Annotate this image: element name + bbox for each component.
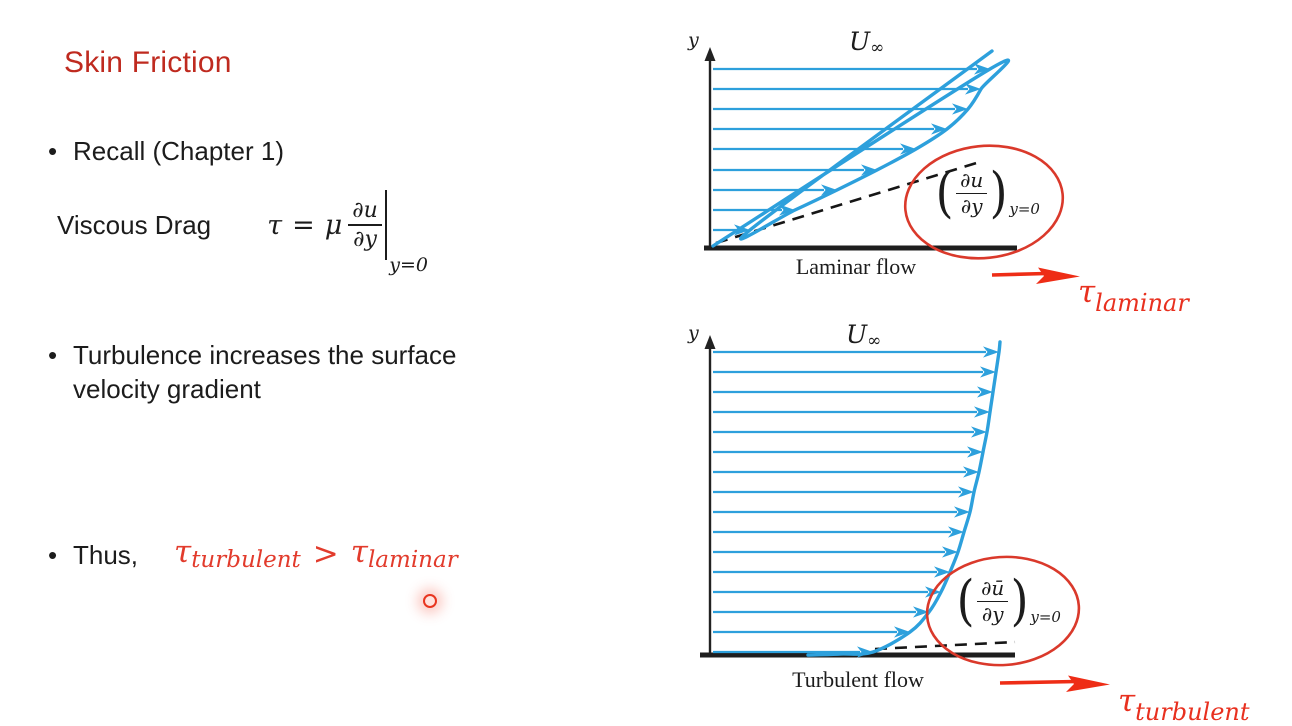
recall-text: Recall (Chapter 1) [73, 136, 284, 166]
gradient-fraction: ∂ū ∂y [977, 576, 1009, 626]
turbulent-subscript: turbulent [191, 547, 301, 573]
gradient-fraction: ∂u ∂y [956, 168, 988, 218]
laminar-gradient-annotation: ( ∂u ∂y ) y=0 [934, 166, 1040, 220]
right-paren: ) [1010, 569, 1029, 632]
mu-symbol: μ [324, 209, 343, 241]
at-wall-subscript: y=0 [1009, 200, 1040, 218]
flow-velocity-arrowhead [965, 83, 981, 95]
flow-velocity-arrowhead [967, 446, 983, 458]
tau-symbol: τ [1118, 683, 1136, 719]
velocity-gradient-fraction: ∂u ∂y [348, 198, 382, 253]
left-paren: ( [935, 161, 954, 224]
turbulent-flow-diagram [700, 335, 1110, 692]
bullet-thus: • Thus, τ turbulent > τ laminar [48, 534, 458, 573]
bullet-recall: • Recall (Chapter 1) [48, 134, 284, 168]
flow-velocity-arrowhead [952, 103, 968, 115]
turbulence-text: Turbulence increases the surface velocit… [73, 338, 456, 406]
turbulent-y-axis-label: y [688, 322, 699, 344]
equals-sign: = [292, 209, 315, 241]
laser-pointer-dot [423, 594, 437, 608]
flow-velocity-arrowhead [779, 204, 795, 216]
flow-velocity-arrowhead [900, 143, 916, 155]
y-axis-arrowhead [704, 47, 716, 61]
turbulent-subscript: turbulent [1135, 698, 1250, 726]
velocity-profile-curve [711, 49, 1011, 248]
laminar-caption: Laminar flow [795, 254, 917, 279]
flow-velocity-arrowhead [958, 486, 974, 498]
laminar-subscript: laminar [1095, 289, 1189, 317]
gradient-annotation-ellipse [925, 555, 1081, 667]
shear-stress-arrowhead [1036, 267, 1080, 284]
tau-laminar-symbol: τ [350, 534, 368, 570]
turbulence-line2: velocity gradient [73, 374, 261, 404]
turbulent-freestream-label: U∞ [846, 320, 882, 351]
gradient-annotation-ellipse [903, 144, 1065, 260]
turbulent-caption: Turbulent flow [792, 667, 924, 692]
tau-inequality: τ turbulent > τ laminar [174, 534, 458, 573]
U-symbol: U [846, 320, 868, 349]
viscous-drag-label: Viscous Drag [57, 209, 212, 240]
evaluation-bar [384, 190, 388, 260]
turbulence-line1: Turbulence increases the surface [73, 340, 457, 370]
bullet-marker: • [48, 340, 58, 370]
right-paren: ) [989, 161, 1008, 224]
shear-stress-arrowhead [1066, 675, 1110, 692]
flow-velocity-arrowhead [980, 366, 996, 378]
fraction-denominator: ∂y [981, 601, 1004, 626]
fraction-denominator: ∂y [960, 193, 983, 218]
flow-velocity-arrowhead [971, 426, 987, 438]
tau-turbulent-symbol: τ [174, 534, 192, 570]
flow-velocity-arrowhead [894, 626, 910, 638]
bullet-marker: • [48, 540, 58, 570]
U-symbol: U [849, 27, 871, 56]
infinity-subscript: ∞ [867, 331, 882, 351]
tau-turbulent-label: τ turbulent [1118, 683, 1250, 725]
viscous-drag-equation: Viscous Drag τ = μ ∂u ∂y y=0 [57, 180, 428, 276]
y-axis-arrowhead [704, 335, 716, 349]
tau-symbol: τ [267, 209, 283, 241]
tangent-dashed-line [874, 640, 1016, 651]
evaluated-at-wall-subscript: y=0 [389, 254, 428, 276]
flow-velocity-arrowhead [983, 346, 999, 358]
flow-velocity-arrowhead [954, 506, 970, 518]
flow-velocity-arrowhead [974, 406, 990, 418]
shear-stress-formula: τ = μ ∂u ∂y y=0 [267, 190, 428, 276]
shear-stress-arrow-shaft [991, 271, 1047, 277]
at-wall-subscript: y=0 [1030, 608, 1061, 626]
infinity-subscript: ∞ [870, 38, 885, 58]
laminar-y-axis-label: y [688, 29, 699, 51]
flow-velocity-arrowhead [974, 63, 990, 75]
fraction-numerator: ∂u [348, 198, 382, 226]
velocity-profile-curve [806, 340, 1002, 657]
tau-symbol: τ [1078, 274, 1096, 310]
flow-velocity-arrowhead [977, 386, 993, 398]
fraction-denominator: ∂y [353, 227, 377, 252]
flow-velocity-arrowhead [861, 164, 877, 176]
slide-title: Skin Friction [64, 46, 232, 79]
flow-velocity-arrowhead [948, 526, 964, 538]
bullet-marker: • [48, 136, 58, 166]
bullet-turbulence: • Turbulence increases the surface veloc… [48, 338, 456, 406]
flow-velocity-arrowhead [931, 123, 947, 135]
fraction-numerator: ∂u [956, 168, 988, 194]
flow-velocity-arrowhead [934, 566, 950, 578]
flow-velocity-arrowhead [734, 224, 750, 236]
shear-stress-arrow-shaft [999, 679, 1077, 685]
flow-velocity-arrowhead [963, 466, 979, 478]
greater-than-sign: > [312, 536, 339, 572]
flow-velocity-arrowhead [821, 184, 837, 196]
turbulent-gradient-annotation: ( ∂ū ∂y ) y=0 [955, 574, 1061, 628]
flow-velocity-arrowhead [913, 606, 929, 618]
left-paren: ( [956, 569, 975, 632]
fraction-numerator: ∂ū [977, 576, 1009, 602]
laminar-subscript: laminar [367, 547, 458, 573]
laminar-freestream-label: U∞ [849, 27, 885, 58]
thus-text: Thus, [73, 540, 139, 570]
flow-velocity-arrowhead [942, 546, 958, 558]
tau-laminar-label: τ laminar [1078, 274, 1189, 316]
laminar-flow-diagram [704, 47, 1080, 284]
